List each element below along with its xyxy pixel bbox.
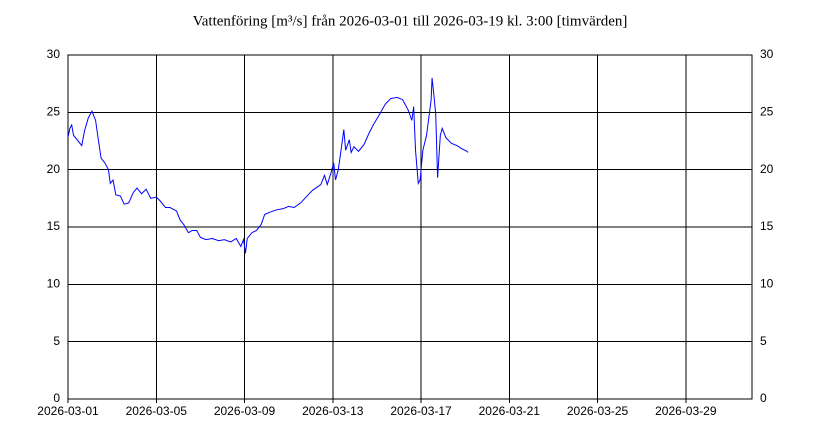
y-tick-label: 15 <box>47 219 61 233</box>
chart-title: Vattenföring [m³/s] från 2026-03-01 till… <box>193 13 628 29</box>
y2-tick-label: 30 <box>760 47 774 61</box>
y2-tick-label: 0 <box>760 391 767 405</box>
x-tick-label: 2026-03-25 <box>567 404 629 418</box>
x-tick-label: 2026-03-01 <box>37 404 99 418</box>
x-tick-label: 2026-03-21 <box>479 404 541 418</box>
y2-tick-label: 5 <box>760 334 767 348</box>
x-tick-label: 2026-03-05 <box>126 404 188 418</box>
y2-tick-label: 15 <box>760 219 774 233</box>
y2-tick-label: 10 <box>760 277 774 291</box>
y2-tick-label: 25 <box>760 105 774 119</box>
x-tick-label: 2026-03-09 <box>214 404 276 418</box>
y-tick-label: 20 <box>47 162 61 176</box>
data-line <box>67 77 469 254</box>
y-tick-label: 10 <box>47 277 61 291</box>
y-tick-label: 0 <box>53 391 60 405</box>
x-tick-label: 2026-03-17 <box>390 404 452 418</box>
y-tick-label: 5 <box>53 334 60 348</box>
x-tick-label: 2026-03-29 <box>655 404 717 418</box>
y-tick-label: 25 <box>47 105 61 119</box>
y-tick-label: 30 <box>47 47 61 61</box>
x-tick-label: 2026-03-13 <box>302 404 364 418</box>
y2-tick-label: 20 <box>760 162 774 176</box>
